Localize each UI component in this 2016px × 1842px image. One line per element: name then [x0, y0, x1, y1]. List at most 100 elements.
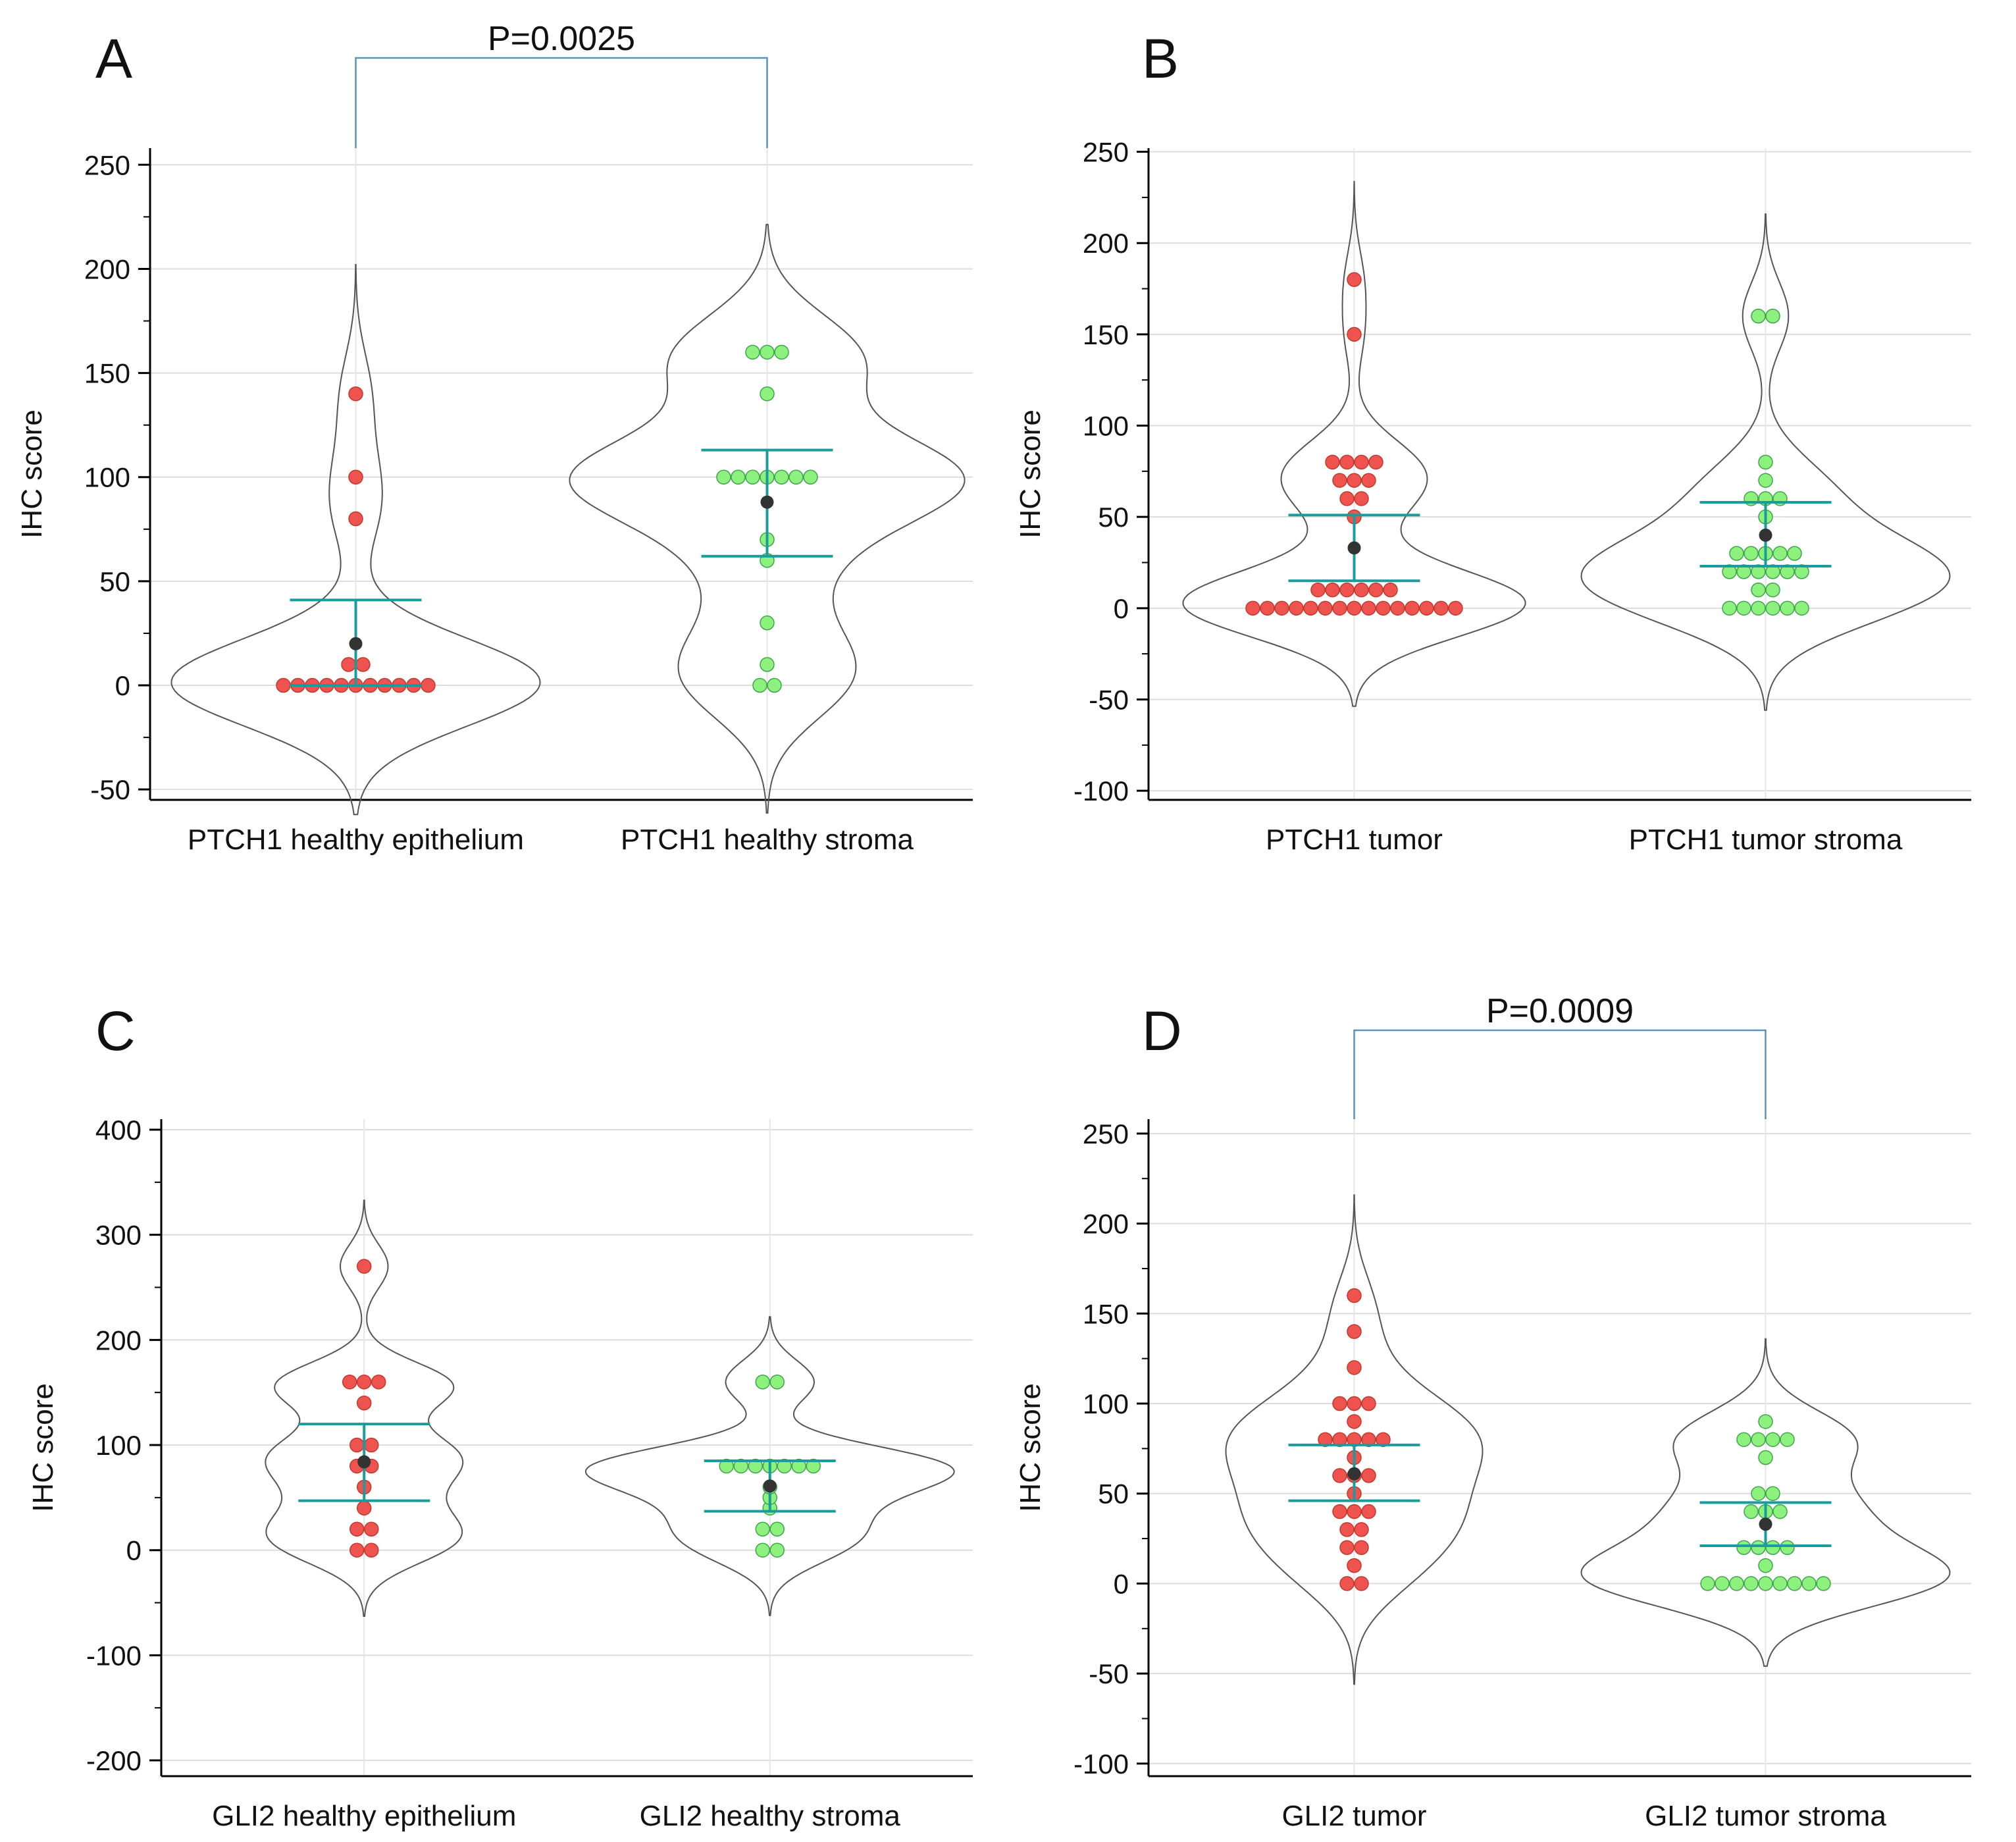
data-point	[755, 1542, 770, 1558]
data-point	[1787, 546, 1802, 561]
data-point	[760, 344, 775, 360]
data-point	[1758, 454, 1773, 470]
data-point	[1303, 600, 1318, 616]
data-point	[1744, 1504, 1759, 1519]
y-axis-label: IHC score	[1014, 409, 1047, 539]
panel-a: -50 0 50 100 150 200 250 IHC score PTCH1 healthy…	[16, 20, 973, 856]
data-point	[716, 469, 731, 485]
data-point	[1274, 600, 1289, 616]
violin-left	[1182, 180, 1526, 707]
panel-b: -100 -50 0 50 100 150 200 250 IHC score PTCH1 tum…	[1014, 28, 1971, 856]
panel-d: -100 -50 0 50 100 150 200 250 IHC score GLI2 tumo…	[1014, 992, 1971, 1832]
y-axis-label: IHC score	[16, 409, 48, 539]
y-axis-label: IHC score	[1014, 1383, 1047, 1512]
violin-left	[170, 264, 541, 816]
data-point	[1289, 600, 1304, 616]
data-point	[1751, 1486, 1766, 1501]
data-point	[357, 1374, 372, 1390]
data-point	[755, 1521, 770, 1537]
data-point	[774, 344, 789, 360]
y-tick-label: 250	[84, 149, 130, 180]
data-point	[1347, 1288, 1362, 1303]
data-point	[1744, 1576, 1759, 1591]
y-tick-label: 0	[115, 670, 130, 701]
data-point	[1765, 1540, 1780, 1556]
y-tick-label: 100	[84, 462, 130, 493]
y-tick-label: 250	[1083, 1118, 1129, 1149]
data-point	[1332, 1432, 1347, 1447]
y-tick-label: 100	[95, 1430, 142, 1461]
y-tick-label: 200	[84, 253, 130, 284]
data-point	[1347, 327, 1362, 342]
data-point	[1347, 1504, 1362, 1519]
data-point	[1787, 1576, 1802, 1591]
data-point	[421, 677, 436, 693]
significance-bracket	[355, 57, 768, 148]
data-point	[1354, 582, 1369, 598]
data-point	[357, 1500, 372, 1516]
data-point	[774, 469, 789, 485]
mean-marker	[1347, 1467, 1361, 1481]
data-point	[1751, 1432, 1766, 1447]
panel-letter: C	[95, 1000, 136, 1062]
data-point	[1347, 600, 1362, 616]
data-point	[803, 469, 818, 485]
data-point	[1758, 1414, 1773, 1429]
y-tick-label: 150	[84, 358, 130, 389]
data-point	[1325, 582, 1340, 598]
data-point	[1772, 1576, 1788, 1591]
data-point	[276, 677, 291, 693]
y-tick-label: -50	[90, 774, 130, 805]
category-label: PTCH1 tumor	[1266, 824, 1443, 856]
data-point	[1368, 454, 1383, 470]
data-point	[760, 615, 775, 631]
y-tick-label: 0	[1114, 1568, 1129, 1599]
violin-right	[569, 224, 966, 814]
data-point	[1245, 600, 1260, 616]
y-tick-label: 200	[1083, 1209, 1129, 1240]
data-point	[1700, 1576, 1715, 1591]
y-tick-label: 400	[95, 1115, 142, 1145]
data-point	[1751, 308, 1766, 324]
panel-letter: B	[1142, 28, 1179, 90]
data-point	[1736, 564, 1751, 579]
data-point	[760, 657, 775, 672]
mean-marker	[349, 637, 363, 650]
category-label: GLI2 tumor	[1281, 1800, 1426, 1832]
violin-left	[265, 1199, 464, 1617]
data-point	[1339, 1540, 1355, 1556]
significance-bracket	[1353, 1029, 1767, 1119]
data-point	[719, 1458, 734, 1474]
data-point	[1332, 600, 1347, 616]
y-tick-label: 100	[1083, 411, 1129, 442]
data-point	[342, 1374, 357, 1390]
data-point	[1794, 600, 1809, 616]
data-point	[1332, 473, 1347, 488]
data-point	[791, 1458, 806, 1474]
data-point	[1772, 546, 1788, 561]
data-point	[745, 469, 760, 485]
data-point	[355, 657, 371, 672]
data-point	[1751, 582, 1766, 598]
data-point	[364, 1542, 379, 1558]
data-point	[1715, 1576, 1730, 1591]
data-point	[1780, 564, 1795, 579]
data-point	[371, 1374, 386, 1390]
data-point	[1347, 1396, 1362, 1411]
violin-right	[1580, 1338, 1951, 1667]
data-point	[1758, 1558, 1773, 1573]
data-point	[731, 469, 746, 485]
y-tick-label: -100	[1073, 1749, 1129, 1779]
data-point	[348, 386, 363, 402]
data-point	[1722, 564, 1737, 579]
data-point	[1722, 600, 1737, 616]
data-point	[1354, 454, 1369, 470]
p-value-label: P=0.0025	[488, 20, 635, 58]
panel-c: -200 -100 0 100 200 300 400 IHC score GLI2 healt…	[27, 1000, 973, 1832]
category-label: PTCH1 healthy epithelium	[188, 824, 524, 856]
data-point	[1780, 600, 1795, 616]
data-point	[1376, 600, 1391, 616]
data-point	[1801, 1576, 1817, 1591]
data-point	[1361, 1504, 1376, 1519]
data-point	[1332, 1396, 1347, 1411]
